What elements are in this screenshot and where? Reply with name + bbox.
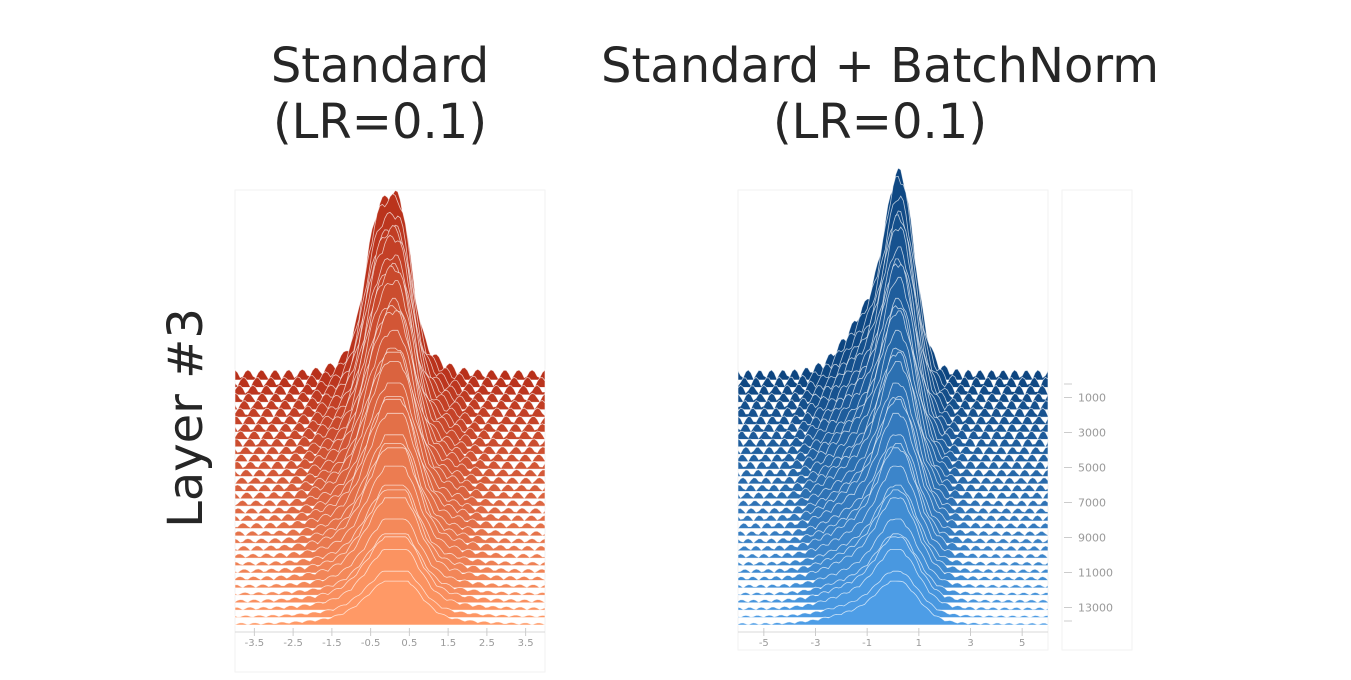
step-tick-label: 7000	[1078, 497, 1106, 510]
x-tick-label: 3.5	[518, 638, 534, 649]
x-tick-label: 5	[1019, 638, 1025, 649]
step-tick-label: 1000	[1078, 392, 1106, 405]
x-tick-label: -1	[862, 638, 872, 649]
x-tick-label: -1.5	[322, 638, 342, 649]
x-tick-label: 1	[916, 638, 922, 649]
right-title-line1: Standard + BatchNorm	[601, 38, 1159, 94]
step-tick-label: 5000	[1078, 462, 1106, 475]
left-title-line1: Standard	[270, 38, 490, 94]
right-ridgeline-chart: -5 -3 -1 1 3 5 1000 3000 5000 7000 9000 11000 13000	[737, 167, 1133, 651]
x-tick-label: -3.5	[245, 638, 265, 649]
left-title-line2: (LR=0.1)	[272, 94, 488, 150]
x-tick-label: -0.5	[361, 638, 381, 649]
step-tick-label: 11000	[1078, 567, 1113, 580]
right-chart-title: Standard + BatchNorm (LR=0.1)	[560, 38, 1200, 150]
left-chart-title: Standard (LR=0.1)	[200, 38, 560, 150]
step-tick-label: 13000	[1078, 602, 1113, 615]
x-tick-label: -5	[759, 638, 769, 649]
x-tick-label: -2.5	[283, 638, 303, 649]
right-title-line2: (LR=0.1)	[772, 94, 988, 150]
step-tick-label: 9000	[1078, 532, 1106, 545]
x-tick-label: 3	[967, 638, 973, 649]
step-axis-frame	[1061, 189, 1133, 651]
x-tick-label: 1.5	[440, 638, 456, 649]
left-ridgeline-chart: -3.5 -2.5 -1.5 -0.5 0.5 1.5 2.5 3.5	[234, 189, 546, 673]
step-tick-label: 3000	[1078, 427, 1106, 440]
x-tick-label: 2.5	[479, 638, 495, 649]
x-tick-label: 0.5	[401, 638, 417, 649]
ridge-series-33	[234, 580, 546, 626]
x-tick-label: -3	[811, 638, 821, 649]
ridge-series-33	[737, 580, 1049, 626]
